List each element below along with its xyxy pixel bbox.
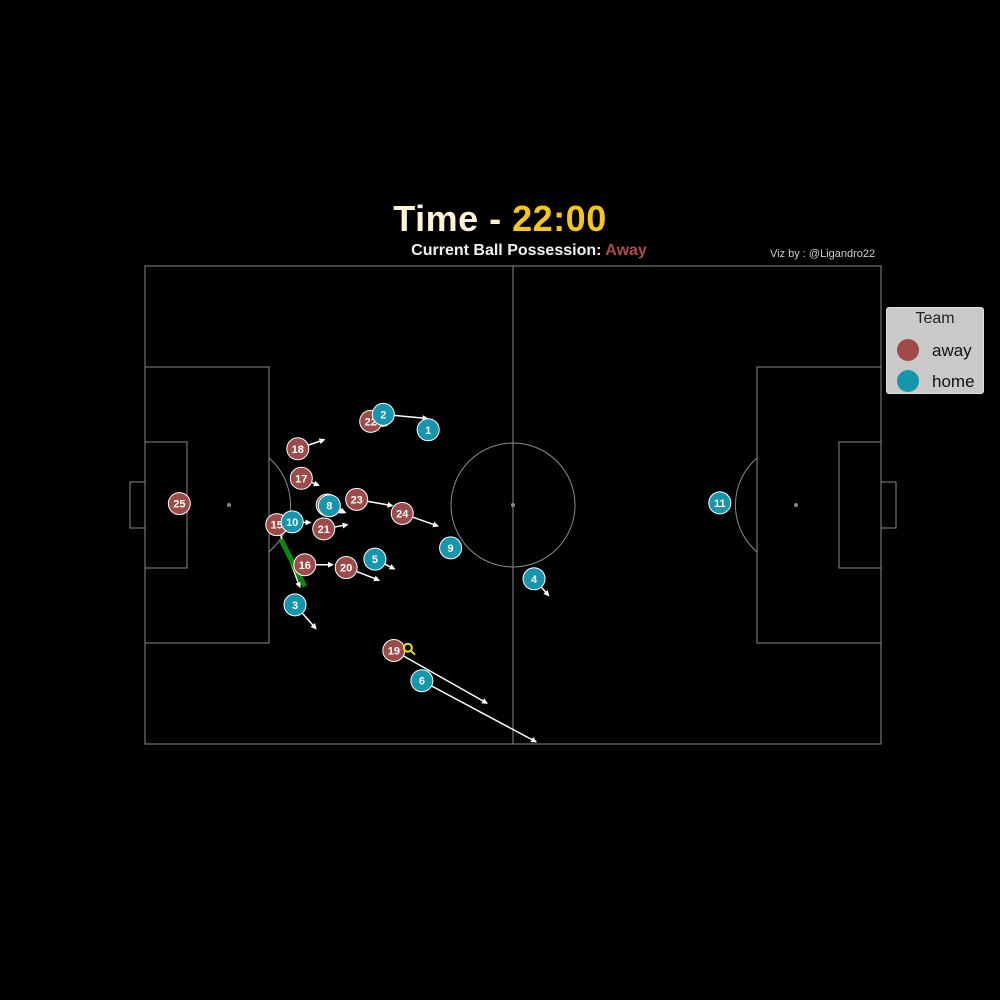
player-home-8: 8 — [317, 494, 341, 518]
left-penalty-arc — [268, 457, 291, 553]
player-home-10: 10 — [280, 510, 304, 534]
player-marker — [289, 466, 313, 490]
player-marker — [334, 556, 358, 580]
player-marker — [708, 491, 732, 515]
player-number: 24 — [396, 508, 409, 520]
player-away-18: 18 — [286, 437, 310, 461]
player-number: 11 — [714, 498, 726, 510]
player-away-23: 23 — [345, 487, 369, 511]
player-number: 25 — [173, 499, 185, 511]
player-number: 9 — [448, 543, 454, 555]
player-marker — [390, 501, 414, 525]
legend-swatch-away — [897, 339, 919, 361]
player-marker — [522, 567, 546, 591]
left-penalty-box — [144, 366, 270, 644]
player-number: 18 — [292, 444, 304, 456]
right-penalty-box — [756, 366, 882, 644]
possession-value: Away — [605, 242, 647, 259]
players-layer: 25151620211718222324719121085943611 — [167, 402, 732, 693]
player-home-5: 5 — [363, 547, 387, 571]
legend-swatch-home — [897, 370, 919, 392]
ball-icon — [402, 642, 413, 653]
player-home-3: 3 — [283, 593, 307, 617]
player-marker — [371, 402, 395, 426]
legend: Team away home — [886, 307, 984, 394]
movement-arrows — [276, 413, 550, 743]
player-marker — [317, 494, 341, 518]
right-six-yard-box — [838, 441, 882, 569]
player-away-16: 16 — [293, 553, 317, 577]
player-number: 17 — [295, 473, 307, 485]
player-number: 5 — [372, 554, 378, 566]
right-goal — [880, 481, 897, 529]
ball-path-layer — [278, 538, 308, 588]
player-number: 4 — [531, 574, 538, 586]
player-marker — [345, 487, 369, 511]
player-number: 8 — [326, 501, 332, 513]
player-number: 21 — [318, 524, 330, 536]
chart-title: Time - 22:00 — [0, 198, 1000, 240]
left-goal — [129, 481, 146, 529]
ball-trail — [410, 649, 416, 656]
right-penalty-spot — [794, 503, 798, 507]
player-away-21: 21 — [312, 517, 336, 541]
player-home-4: 4 — [522, 567, 546, 591]
center-spot — [511, 503, 515, 507]
player-number: 3 — [292, 600, 298, 612]
player-number: 1 — [425, 425, 431, 437]
player-home-1: 1 — [416, 418, 440, 442]
player-marker — [167, 492, 191, 516]
title-prefix: Time - — [393, 198, 513, 239]
movement-arrow-away-19 — [393, 649, 488, 704]
player-marker — [363, 547, 387, 571]
ball-layer — [402, 642, 416, 656]
possession-label: Current Ball Possession: — [411, 242, 606, 259]
player-marker — [283, 593, 307, 617]
player-home-9: 9 — [439, 536, 463, 560]
player-home-6: 6 — [410, 669, 434, 693]
player-marker — [312, 517, 336, 541]
player-home-11: 11 — [708, 491, 732, 515]
player-number: 20 — [340, 563, 352, 575]
player-number: 15 — [271, 520, 283, 532]
player-number: 23 — [351, 494, 363, 506]
possession-subtitle: Current Ball Possession: Away — [0, 242, 1000, 260]
player-home-2: 2 — [371, 402, 395, 426]
legend-label-away: away — [932, 341, 972, 360]
player-marker — [286, 437, 310, 461]
legend-label-home: home — [932, 372, 975, 391]
player-marker — [416, 418, 440, 442]
player-number: 6 — [419, 676, 425, 688]
player-marker — [280, 510, 304, 534]
center-circle — [450, 442, 576, 568]
movement-arrow-home-6 — [421, 680, 538, 743]
player-marker — [410, 669, 434, 693]
left-penalty-spot — [227, 503, 231, 507]
player-number: 10 — [286, 517, 298, 529]
match-time: 22:00 — [512, 198, 607, 239]
player-number: 19 — [388, 646, 400, 658]
player-away-19: 19 — [382, 639, 406, 663]
player-marker — [293, 553, 317, 577]
legend-title: Team — [915, 310, 955, 327]
player-number: 2 — [380, 409, 386, 421]
player-number: 16 — [299, 560, 311, 572]
player-away-24: 24 — [390, 501, 414, 525]
player-away-17: 17 — [289, 466, 313, 490]
right-penalty-arc — [735, 457, 758, 553]
player-marker — [439, 536, 463, 560]
player-away-25: 25 — [167, 492, 191, 516]
ball-path-line — [278, 538, 308, 588]
credit-text: Viz by : @Ligandro22 — [770, 248, 876, 260]
player-away-20: 20 — [334, 556, 358, 580]
